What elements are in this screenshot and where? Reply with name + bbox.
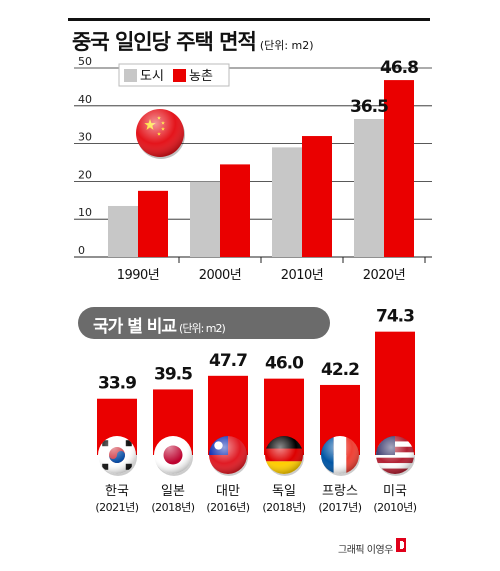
data-label: 33.9 xyxy=(98,374,136,394)
legend-swatch-rural xyxy=(173,69,186,82)
year-label: (2021년) xyxy=(95,501,138,514)
bar-rural xyxy=(384,80,414,257)
bar-city xyxy=(190,181,220,257)
legend-swatch-city xyxy=(124,69,137,82)
flag-gloss xyxy=(209,436,247,474)
x-tick-label: 1990년 xyxy=(117,268,160,283)
y-tick-label: 40 xyxy=(78,93,92,106)
year-label: (2018년) xyxy=(262,501,305,514)
x-tick-label: 2020년 xyxy=(363,268,406,283)
bar-rural xyxy=(138,190,168,257)
publisher-logo-icon xyxy=(396,538,406,552)
comparison-unit: (단위: m2) xyxy=(179,322,226,335)
flag-gloss xyxy=(321,436,359,474)
france-flag-icon xyxy=(321,436,359,474)
title-rule xyxy=(68,18,430,21)
bar-city xyxy=(354,119,384,257)
chart-title: 중국 일인당 주택 면적 (단위: m2) xyxy=(72,26,314,56)
data-label: 36.5 xyxy=(350,97,388,117)
bar-city xyxy=(272,147,302,257)
bar-rural xyxy=(302,136,332,257)
x-tick-label: 2000년 xyxy=(199,268,242,283)
y-tick-label: 10 xyxy=(78,206,92,219)
bar-rural xyxy=(220,164,250,257)
country-label: 미국 xyxy=(383,484,407,499)
year-label: (2018년) xyxy=(151,501,194,514)
y-tick-label: 50 xyxy=(78,55,92,68)
data-label: 46.8 xyxy=(380,58,418,78)
y-tick-label: 0 xyxy=(78,244,85,257)
korea-flag-icon xyxy=(98,436,136,474)
year-label: (2016년) xyxy=(206,501,249,514)
data-label: 42.2 xyxy=(321,360,359,380)
year-label: (2010년) xyxy=(373,501,416,514)
flag-gloss xyxy=(98,436,136,474)
data-label: 46.0 xyxy=(265,354,304,374)
flag-gloss xyxy=(376,436,414,474)
credit-text: 그래픽 이영우 xyxy=(338,545,393,556)
country-label: 대만 xyxy=(216,484,240,499)
country-label: 한국 xyxy=(105,484,129,499)
country-label: 프랑스 xyxy=(322,484,358,499)
china-flag-gloss xyxy=(136,109,184,157)
country-label: 일본 xyxy=(161,484,185,499)
taiwan-flag-icon xyxy=(209,436,247,474)
data-label: 74.3 xyxy=(376,307,414,327)
unit-label: (단위: m2) xyxy=(259,39,314,52)
data-label: 39.5 xyxy=(154,364,192,384)
bar-country xyxy=(375,331,415,455)
y-tick-label: 30 xyxy=(78,131,92,144)
bar-city xyxy=(108,205,138,257)
comparison-title-text: 국가 별 비교 xyxy=(93,317,177,337)
comparison-title: 국가 별 비교 (단위: m2) xyxy=(93,312,226,337)
usa-flag-icon xyxy=(376,436,414,474)
comparison-header-pill xyxy=(78,307,330,339)
legend-label-city: 도시 xyxy=(140,69,164,84)
flag-gloss xyxy=(265,436,303,474)
y-tick-label: 20 xyxy=(78,168,92,181)
data-label: 47.7 xyxy=(209,351,247,371)
year-label: (2017년) xyxy=(318,501,361,514)
x-tick-label: 2010년 xyxy=(281,268,324,283)
country-label: 독일 xyxy=(272,484,296,499)
legend-label-rural: 농촌 xyxy=(189,69,213,84)
japan-flag-icon xyxy=(154,436,192,474)
flag-gloss xyxy=(154,436,192,474)
germany-flag-icon xyxy=(265,436,303,474)
page-title: 중국 일인당 주택 면적 xyxy=(72,30,257,54)
